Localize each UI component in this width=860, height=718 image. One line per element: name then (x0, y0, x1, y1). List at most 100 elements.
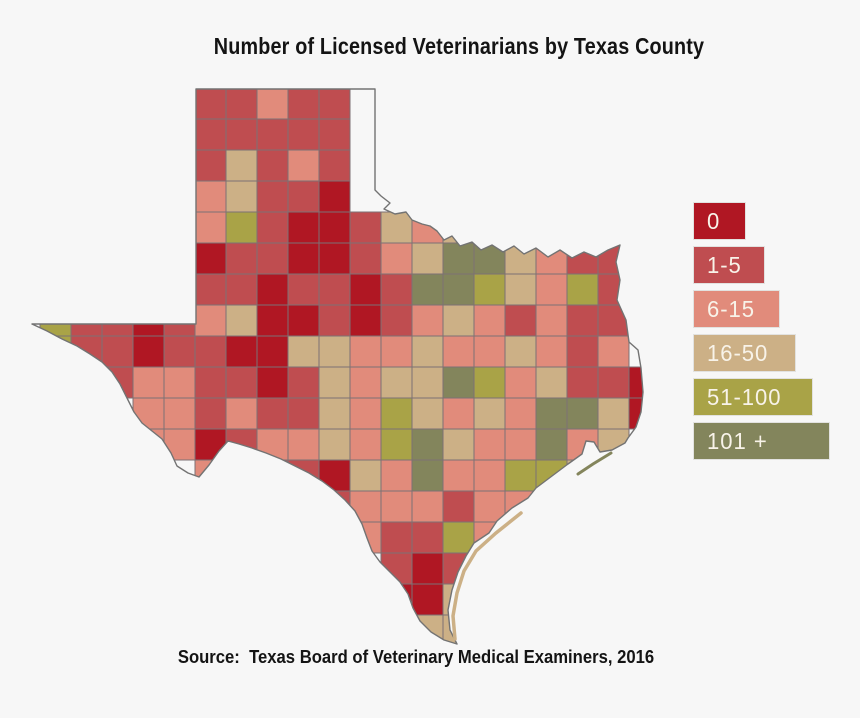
county-cell (597, 428, 630, 461)
county-cell (442, 552, 475, 585)
county-cell (473, 459, 506, 492)
county-cell (597, 304, 630, 337)
county-cell (535, 242, 568, 275)
county-cell (349, 459, 382, 492)
county-cell (535, 366, 568, 399)
county-grid (39, 89, 643, 644)
county-cell (287, 397, 320, 430)
county-cell (504, 304, 537, 337)
county-cell (194, 89, 227, 120)
county-cell (380, 583, 413, 616)
county-cell (473, 304, 506, 337)
county-cell (535, 335, 568, 368)
county-cell (597, 273, 630, 306)
county-cell (411, 304, 444, 337)
legend-item-51-100: 51-100 (693, 378, 813, 416)
county-cell (225, 335, 258, 368)
county-cell (225, 304, 258, 337)
county-cell (442, 397, 475, 430)
legend-label: 1-5 (707, 251, 742, 278)
county-cell (380, 428, 413, 461)
county-cell (256, 335, 289, 368)
county-cell (349, 366, 382, 399)
county-cell (287, 242, 320, 275)
county-cell (163, 428, 196, 461)
county-cell (318, 211, 351, 244)
county-cell (566, 335, 599, 368)
barrier-island-padre (451, 511, 523, 641)
county-cell (411, 490, 444, 523)
county-cell (163, 304, 196, 337)
county-cell (535, 304, 568, 337)
county-cell (597, 366, 630, 399)
county-cell (318, 335, 351, 368)
county-cell (39, 304, 72, 337)
county-cell (380, 273, 413, 306)
county-cell (411, 583, 444, 616)
county-cell (287, 89, 320, 120)
county-cell (225, 211, 258, 244)
county-cell (318, 242, 351, 275)
county-cell (225, 273, 258, 306)
county-cell (101, 366, 134, 399)
county-cell (597, 397, 630, 430)
county-cell (349, 304, 382, 337)
county-cell (411, 211, 444, 244)
county-cell (380, 242, 413, 275)
county-cell (504, 335, 537, 368)
county-cell (349, 335, 382, 368)
legend: 0 1-5 6-15 16-50 51-100 101 + (693, 202, 830, 466)
county-cell (473, 583, 506, 616)
county-cell (411, 242, 444, 275)
county-cell (411, 521, 444, 554)
county-cell (411, 552, 444, 585)
county-cell (287, 304, 320, 337)
county-cell (70, 304, 103, 337)
county-cell (256, 211, 289, 244)
county-cell (597, 335, 630, 368)
county-cell (318, 490, 351, 523)
county-cell (473, 211, 506, 244)
county-cell (287, 211, 320, 244)
county-cell (566, 273, 599, 306)
county-cell (318, 304, 351, 337)
county-cell (194, 273, 227, 306)
county-cell (256, 180, 289, 213)
county-cell (349, 242, 382, 275)
county-cell (442, 490, 475, 523)
county-cell (256, 459, 289, 492)
county-cell (256, 366, 289, 399)
legend-item-6-15: 6-15 (693, 290, 780, 328)
county-cell (380, 366, 413, 399)
county-cell (473, 335, 506, 368)
county-cell (504, 490, 537, 523)
county-cell (256, 273, 289, 306)
county-cell (442, 366, 475, 399)
county-cell (349, 490, 382, 523)
county-cell (473, 428, 506, 461)
county-cell (101, 304, 134, 337)
county-cell (101, 335, 134, 368)
county-cell (132, 428, 165, 461)
county-cell (318, 366, 351, 399)
barrier-island-galveston (576, 451, 613, 476)
legend-label: 6-15 (707, 295, 756, 322)
county-cell (411, 459, 444, 492)
county-cell (318, 118, 351, 151)
state-outline (31, 88, 644, 645)
legend-item-0: 0 (693, 202, 746, 240)
county-cell (628, 397, 643, 430)
county-cell (597, 211, 630, 244)
county-cell (287, 366, 320, 399)
county-cell (225, 366, 258, 399)
county-cell (535, 211, 568, 244)
county-cell (535, 397, 568, 430)
county-cell (442, 428, 475, 461)
county-cell (287, 118, 320, 151)
county-cell (442, 335, 475, 368)
county-cell (225, 118, 258, 151)
county-cell (473, 366, 506, 399)
county-cell (566, 366, 599, 399)
county-cell (163, 397, 196, 430)
